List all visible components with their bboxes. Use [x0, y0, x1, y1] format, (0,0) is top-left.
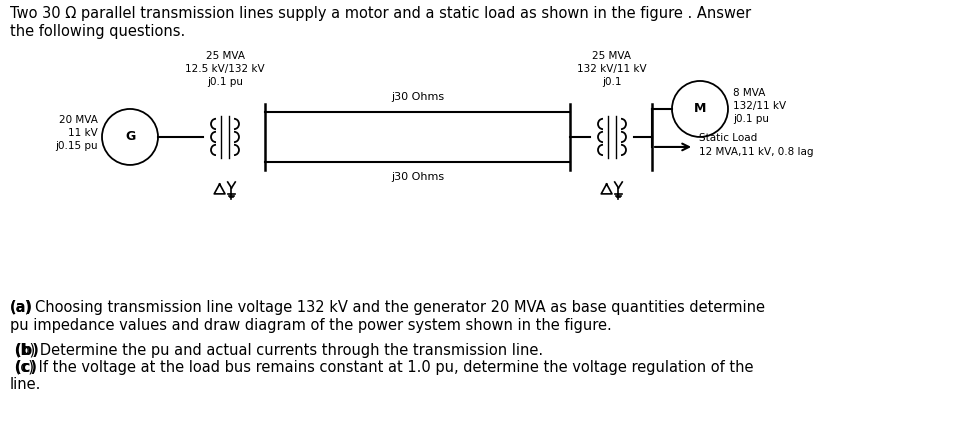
- Text: 20 MVA
11 kV
j0.15 pu: 20 MVA 11 kV j0.15 pu: [56, 115, 98, 151]
- Text: j30 Ohms: j30 Ohms: [391, 172, 444, 182]
- Text: (c) If the voltage at the load bus remains constant at 1.0 pu, determine the vol: (c) If the voltage at the load bus remai…: [10, 360, 753, 392]
- Text: 25 MVA
12.5 kV/132 kV
j0.1 pu: 25 MVA 12.5 kV/132 kV j0.1 pu: [185, 51, 265, 87]
- Text: 25 MVA
132 kV/11 kV
j0.1: 25 MVA 132 kV/11 kV j0.1: [577, 51, 647, 87]
- Text: (c): (c): [10, 360, 37, 375]
- Text: j30 Ohms: j30 Ohms: [391, 92, 444, 102]
- Text: (b): (b): [10, 343, 39, 358]
- Text: (b) Determine the pu and actual currents through the transmission line.: (b) Determine the pu and actual currents…: [10, 343, 543, 358]
- Text: Static Load
12 MVA,11 kV, 0.8 lag: Static Load 12 MVA,11 kV, 0.8 lag: [699, 133, 814, 157]
- Text: (a): (a): [10, 300, 33, 315]
- Text: Two 30 Ω parallel transmission lines supply a motor and a static load as shown i: Two 30 Ω parallel transmission lines sup…: [10, 6, 751, 39]
- Text: M: M: [693, 103, 706, 115]
- Text: 8 MVA
132/11 kV
j0.1 pu: 8 MVA 132/11 kV j0.1 pu: [733, 88, 786, 124]
- Text: G: G: [125, 130, 135, 144]
- Text: (a) Choosing transmission line voltage 132 kV and the generator 20 MVA as base q: (a) Choosing transmission line voltage 1…: [10, 300, 765, 333]
